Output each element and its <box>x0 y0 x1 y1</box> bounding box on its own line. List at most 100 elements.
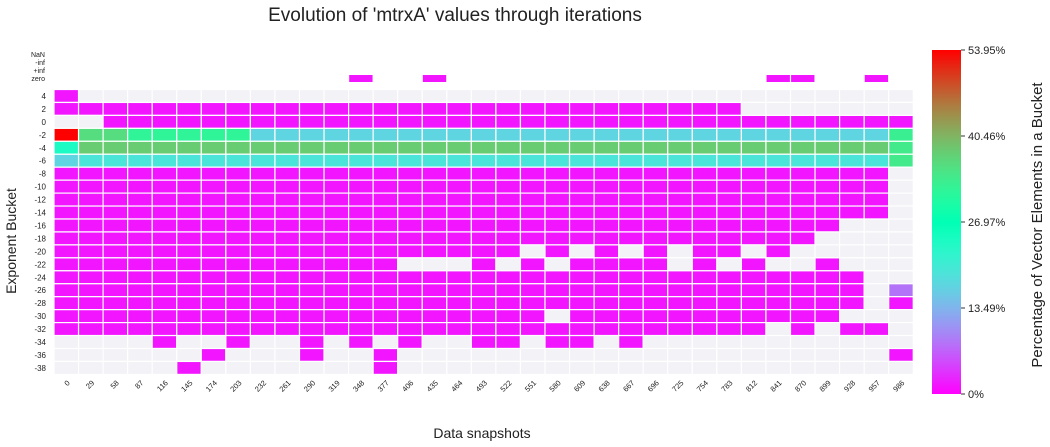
heatmap-cell <box>372 88 399 104</box>
heatmap-cell <box>348 88 374 104</box>
heatmap-cell <box>667 334 693 350</box>
heatmap-cell <box>495 166 522 181</box>
heatmap-cell <box>225 140 252 155</box>
heatmap-cell <box>593 283 620 298</box>
heatmap-cell <box>470 244 497 259</box>
heatmap-cell <box>53 88 80 104</box>
heatmap-cell <box>888 88 914 104</box>
heatmap-cell <box>372 114 399 129</box>
heatmap-cell <box>77 244 104 259</box>
heatmap-cell <box>421 205 448 220</box>
heatmap-cell <box>618 114 644 129</box>
heatmap-cell <box>53 205 80 220</box>
heatmap-cell <box>593 322 620 337</box>
heatmap-cell <box>667 322 693 337</box>
heatmap-cell <box>225 153 252 168</box>
heatmap-cell <box>863 166 890 181</box>
heatmap-cell <box>397 127 423 142</box>
heatmap-cell <box>77 205 104 220</box>
heatmap-cell <box>642 127 669 142</box>
heatmap-cell <box>53 127 80 142</box>
heatmap-cell <box>495 283 522 298</box>
heatmap-cell <box>863 140 890 155</box>
heatmap-cell <box>348 179 374 194</box>
x-tick-label: 754 <box>695 378 710 393</box>
heatmap-cell <box>593 88 620 104</box>
heatmap-cell <box>863 88 890 104</box>
heatmap-cell <box>53 309 80 324</box>
heatmap-cell <box>618 257 644 272</box>
heatmap-cell <box>765 244 792 259</box>
heatmap-cell <box>544 283 571 298</box>
heatmap-cell <box>151 218 178 233</box>
heatmap-cell <box>765 127 792 142</box>
heatmap-cell <box>814 205 841 220</box>
heatmap-cell <box>348 153 374 168</box>
heatmap-cell <box>446 270 472 285</box>
special-row-label: +inf <box>34 68 46 75</box>
colorbar-tick-label: 13.49% <box>968 303 1006 315</box>
heatmap-cell <box>667 218 693 233</box>
heatmap-cell <box>838 218 865 233</box>
heatmap-cell <box>765 334 792 350</box>
heatmap-cell <box>863 309 890 324</box>
heatmap-cell <box>838 140 865 155</box>
heatmap-cell <box>249 244 276 259</box>
heatmap-cell <box>740 296 767 311</box>
heatmap-cell <box>716 153 742 168</box>
heatmap-cell <box>519 296 546 311</box>
heatmap-cell <box>151 101 178 116</box>
heatmap-cell <box>618 192 644 207</box>
heatmap-cell <box>642 309 669 324</box>
heatmap-cell <box>298 334 325 350</box>
heatmap-cell <box>495 231 522 246</box>
heatmap-cell <box>519 257 546 272</box>
heatmap-cell <box>544 101 571 116</box>
heatmap-cell <box>225 244 252 259</box>
heatmap-cell <box>470 218 497 233</box>
y-tick-label: -34 <box>34 338 46 347</box>
heatmap-cell <box>446 334 472 350</box>
heatmap-cell <box>740 322 767 337</box>
heatmap-cell <box>225 205 252 220</box>
y-tick-label: -22 <box>34 260 46 269</box>
x-tick-label: 290 <box>302 378 317 393</box>
heatmap-cell <box>691 296 718 311</box>
heatmap-cell <box>77 270 104 285</box>
heatmap-cell <box>691 231 718 246</box>
heatmap-cell <box>127 283 153 298</box>
heatmap-cell <box>740 218 767 233</box>
heatmap-cell <box>298 347 325 363</box>
heatmap-cell <box>789 257 816 272</box>
heatmap-cells <box>53 88 914 376</box>
heatmap-cell <box>372 153 399 168</box>
heatmap-cell <box>765 296 792 311</box>
heatmap-cell <box>642 140 669 155</box>
heatmap-cell <box>323 322 350 337</box>
heatmap-cell <box>151 127 178 142</box>
heatmap-cell <box>77 218 104 233</box>
heatmap-cell <box>716 334 742 350</box>
heatmap-cell <box>274 127 301 142</box>
heatmap-cell <box>765 153 792 168</box>
heatmap-cell <box>593 231 620 246</box>
heatmap-cell <box>348 334 374 350</box>
heatmap-cell <box>789 179 816 194</box>
heatmap-cell <box>740 360 767 376</box>
heatmap-cell <box>176 257 202 272</box>
heatmap-cell <box>495 360 522 376</box>
heatmap-cell <box>888 101 914 116</box>
heatmap-cell <box>176 334 202 350</box>
x-tick-label: 957 <box>867 378 882 393</box>
heatmap-cell <box>691 283 718 298</box>
heatmap-cell <box>838 127 865 142</box>
heatmap-cell <box>274 360 301 376</box>
heatmap-cell <box>421 296 448 311</box>
heatmap-cell <box>642 231 669 246</box>
heatmap-cell <box>642 322 669 337</box>
x-tick-label: 203 <box>228 378 243 393</box>
heatmap-cell <box>838 257 865 272</box>
heatmap-cell <box>372 244 399 259</box>
heatmap-cell <box>249 322 276 337</box>
heatmap-cell <box>789 114 816 129</box>
